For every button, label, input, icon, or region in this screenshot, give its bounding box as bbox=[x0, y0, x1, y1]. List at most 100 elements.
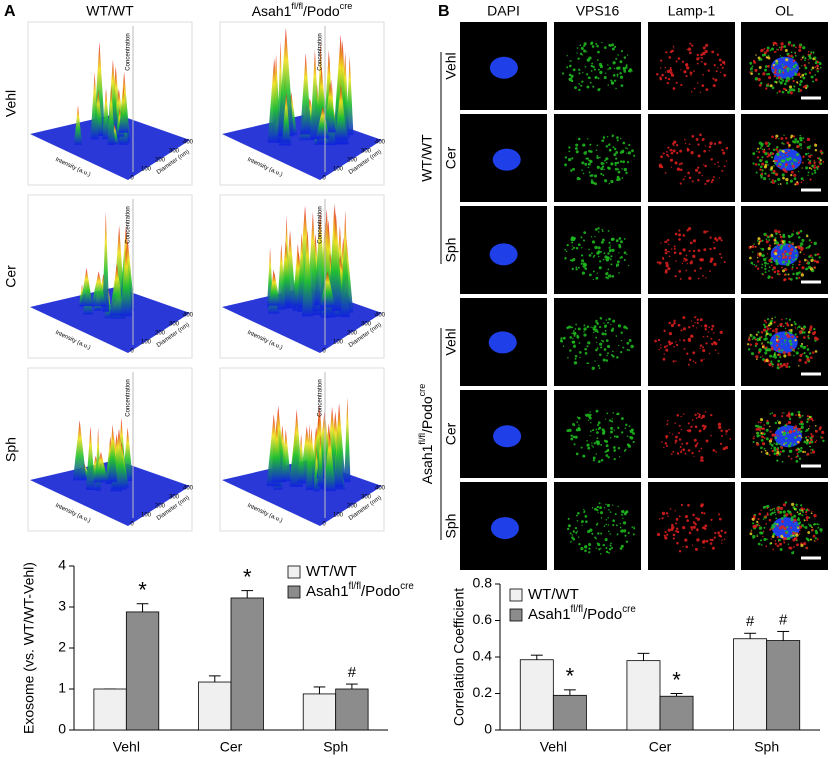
stain-dot bbox=[596, 59, 599, 61]
stain-dot bbox=[800, 147, 802, 150]
stain-dot bbox=[589, 273, 592, 277]
stain-dot bbox=[608, 143, 611, 147]
stain-dot bbox=[603, 46, 607, 49]
stain-dot bbox=[749, 245, 752, 248]
stain-dot bbox=[618, 344, 620, 347]
stain-dot bbox=[799, 229, 803, 233]
stain-dot bbox=[810, 259, 814, 263]
stain-dot bbox=[664, 251, 668, 255]
stain-dot bbox=[782, 154, 784, 156]
stain-dot bbox=[786, 362, 789, 365]
stain-dot bbox=[778, 443, 781, 446]
stain-dot bbox=[805, 262, 808, 265]
stain-dot bbox=[681, 60, 685, 63]
stain-dot bbox=[626, 148, 629, 150]
stain-dot bbox=[672, 533, 676, 537]
stain-dot bbox=[790, 54, 793, 58]
stain-dot bbox=[710, 328, 714, 331]
stain-dot bbox=[774, 327, 779, 331]
stain-dot bbox=[787, 352, 791, 357]
legend-swatch bbox=[509, 588, 523, 602]
stain-dot bbox=[762, 273, 765, 276]
stain-dot bbox=[773, 242, 776, 245]
stain-dot bbox=[664, 536, 668, 540]
stain-dot bbox=[675, 81, 678, 84]
stain-dot bbox=[688, 276, 692, 280]
stain-dot bbox=[758, 65, 762, 69]
stain-dot bbox=[692, 360, 695, 363]
stain-dot bbox=[574, 357, 577, 360]
stain-dot bbox=[667, 146, 670, 149]
stain-dot bbox=[757, 351, 761, 354]
stain-dot bbox=[666, 69, 671, 74]
stain-dot bbox=[666, 344, 669, 347]
stain-dot bbox=[803, 440, 807, 444]
stain-dot bbox=[624, 448, 627, 451]
plot-peak bbox=[344, 397, 351, 483]
stain-dot bbox=[717, 513, 721, 516]
panel-label: A bbox=[4, 3, 16, 20]
stain-dot bbox=[754, 338, 757, 341]
stain-dot bbox=[720, 529, 723, 533]
stain-dot bbox=[814, 59, 817, 61]
stain-dot bbox=[678, 252, 682, 255]
stain-dot bbox=[800, 58, 803, 61]
stain-dot bbox=[673, 319, 676, 323]
stain-dot bbox=[602, 174, 605, 177]
stain-dot bbox=[813, 336, 818, 340]
stain-dot bbox=[818, 161, 822, 164]
stain-dot bbox=[691, 180, 694, 183]
stain-dot bbox=[804, 526, 808, 529]
stain-dot bbox=[604, 329, 607, 332]
stain-dot bbox=[767, 141, 770, 144]
stain-dot bbox=[625, 540, 629, 543]
stain-dot bbox=[583, 508, 585, 511]
stain-dot bbox=[771, 511, 774, 515]
stain-dot bbox=[583, 324, 586, 327]
stain-dot bbox=[801, 56, 804, 59]
stain-dot bbox=[700, 53, 703, 57]
stain-dot bbox=[754, 77, 759, 81]
stain-dot bbox=[659, 67, 662, 69]
stain-dot bbox=[591, 366, 595, 370]
stain-dot bbox=[767, 164, 769, 166]
stain-dot bbox=[805, 166, 809, 170]
stain-dot bbox=[664, 442, 668, 445]
stain-dot bbox=[602, 238, 605, 242]
stain-dot bbox=[610, 79, 613, 82]
stain-dot bbox=[786, 323, 790, 327]
stain-dot bbox=[580, 547, 584, 551]
stain-dot bbox=[814, 339, 817, 342]
stain-dot bbox=[692, 525, 696, 529]
stain-dot bbox=[758, 348, 762, 352]
micrograph bbox=[554, 22, 641, 110]
stain-dot bbox=[589, 434, 591, 437]
stain-dot bbox=[610, 546, 613, 550]
stain-dot bbox=[796, 440, 800, 444]
stain-dot bbox=[797, 516, 800, 519]
stain-dot bbox=[802, 46, 806, 50]
micrograph bbox=[648, 22, 735, 110]
stain-dot bbox=[718, 425, 722, 430]
stain-dot bbox=[613, 153, 617, 157]
stain-dot bbox=[782, 71, 785, 74]
stain-dot bbox=[587, 446, 591, 450]
stain-dot bbox=[749, 256, 752, 260]
stain-dot bbox=[722, 151, 726, 155]
stain-dot bbox=[684, 175, 686, 178]
stain-dot bbox=[809, 267, 814, 271]
stain-dot bbox=[771, 152, 775, 156]
stain-dot bbox=[766, 48, 769, 52]
stain-dot bbox=[704, 524, 708, 528]
stain-dot bbox=[812, 534, 816, 538]
stain-dot bbox=[809, 178, 812, 181]
stain-dot bbox=[708, 149, 711, 152]
stain-dot bbox=[816, 538, 819, 541]
stain-dot bbox=[715, 70, 718, 73]
stain-dot bbox=[678, 229, 681, 232]
plot-tick-label: 300 bbox=[169, 149, 180, 155]
x-tick-label: Sph bbox=[754, 739, 779, 755]
stain-dot bbox=[795, 335, 799, 339]
stain-dot bbox=[583, 45, 585, 47]
stain-dot bbox=[747, 338, 751, 342]
